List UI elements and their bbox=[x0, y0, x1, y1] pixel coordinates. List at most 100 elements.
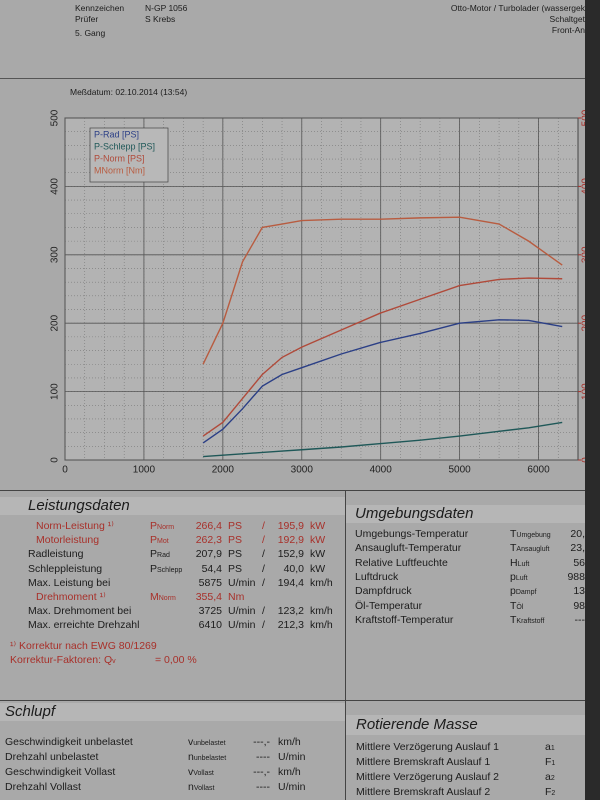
subscript: unbelastet bbox=[193, 755, 227, 762]
row-label: Geschwindigkeit unbelastet bbox=[5, 736, 133, 748]
section-title: Umgebungsdaten bbox=[355, 505, 474, 522]
row-symbol: PMot bbox=[150, 534, 169, 548]
row-separator: / bbox=[262, 562, 265, 575]
row-symbol: pLuft bbox=[510, 571, 528, 585]
row-separator: / bbox=[262, 605, 265, 618]
symbol: T bbox=[510, 599, 517, 612]
y-tick-label: 200 bbox=[50, 314, 61, 331]
row-label: Umgebungs-Temperatur bbox=[355, 528, 469, 540]
row-value: 23, bbox=[570, 542, 585, 555]
row-unit: km/h bbox=[278, 766, 301, 778]
legend-entry: P-Norm [PS] bbox=[94, 153, 145, 163]
row-value: 152,9 bbox=[277, 548, 304, 561]
row-label: Schleppleistung bbox=[28, 562, 103, 575]
divider bbox=[345, 490, 346, 800]
row-unit: km/h bbox=[310, 619, 333, 632]
row-separator: / bbox=[262, 520, 265, 532]
row-unit: U/min bbox=[228, 576, 256, 589]
row-symbol: TAnsaugluft bbox=[510, 542, 550, 556]
row-label: Drehzahl Vollast bbox=[5, 781, 81, 793]
subscript: Luft bbox=[517, 560, 530, 568]
row-separator: / bbox=[262, 619, 265, 632]
row-unit: Nm bbox=[228, 591, 245, 603]
y-tick-label: 400 bbox=[50, 178, 61, 195]
x-tick-label: 2000 bbox=[212, 465, 235, 476]
x-tick-label: 3000 bbox=[291, 465, 314, 476]
row-label: Dampfdruck bbox=[355, 585, 412, 598]
row-label: Max. erreichte Drehzahl bbox=[28, 619, 140, 632]
symbol: T bbox=[510, 542, 517, 555]
x-tick-label: 1000 bbox=[133, 465, 156, 476]
subscript: Norm bbox=[157, 524, 175, 531]
symbol: n bbox=[188, 751, 194, 763]
header-right: Otto-Motor / Turbolader (wassergek bbox=[450, 3, 585, 13]
row-symbol: PRad bbox=[150, 548, 170, 562]
symbol: a bbox=[545, 741, 551, 753]
symbol: F bbox=[545, 786, 552, 798]
row-label: Norm-Leistung ¹⁾ bbox=[36, 520, 114, 532]
field-value: N-GP 1056 bbox=[145, 3, 188, 13]
row-label: Ansaugluft-Temperatur bbox=[355, 542, 462, 555]
row-symbol: TKraftstoff bbox=[510, 614, 544, 628]
row-unit: kW bbox=[310, 562, 326, 575]
row-value: ---- bbox=[256, 781, 270, 793]
row-unit: PS bbox=[228, 548, 243, 561]
measure-date: Meßdatum: 02.10.2014 (13:54) bbox=[70, 87, 188, 97]
row-unit: PS bbox=[228, 562, 243, 575]
subscript: Umgebung bbox=[516, 532, 551, 539]
x-tick-label: 6000 bbox=[527, 465, 550, 476]
row-unit: U/min bbox=[228, 605, 256, 618]
row-value: 5875 bbox=[198, 576, 222, 589]
series-line bbox=[202, 277, 563, 437]
row-value: 355,4 bbox=[195, 591, 222, 603]
row-symbol: TUmgebung bbox=[510, 528, 551, 542]
row-separator: / bbox=[262, 576, 265, 589]
subscript: 2 bbox=[551, 790, 556, 797]
gear: 5. Gang bbox=[75, 28, 106, 38]
subscript: Öl bbox=[516, 603, 524, 611]
row-value: 194,4 bbox=[277, 576, 304, 589]
section-title: Rotierende Masse bbox=[356, 716, 478, 733]
subscript: Kraftstoff bbox=[516, 617, 545, 625]
row-value: 192,9 bbox=[277, 534, 304, 547]
row-label: Relative Luftfeuchte bbox=[355, 556, 448, 569]
row-unit: km/h bbox=[310, 605, 333, 618]
row-symbol: PNorm bbox=[150, 520, 174, 534]
row-value: 6410 bbox=[198, 619, 222, 632]
subscript: Rad bbox=[157, 552, 170, 560]
symbol: P bbox=[150, 548, 158, 561]
row-symbol: vunbelastet bbox=[188, 736, 226, 750]
row-label: Mittlere Bremskraft Auslauf 2 bbox=[356, 786, 491, 798]
symbol: n bbox=[188, 781, 194, 793]
env-header-bar bbox=[345, 505, 585, 523]
y2-tick-label: 0 bbox=[581, 457, 585, 463]
y-tick-label: 300 bbox=[50, 246, 61, 263]
legend-entry: P-Rad [PS] bbox=[94, 129, 139, 139]
y2-tick-label: 100 bbox=[581, 383, 585, 400]
section-title: Schlupf bbox=[5, 703, 56, 720]
symbol: v bbox=[188, 736, 194, 748]
row-symbol: pDampf bbox=[510, 585, 536, 599]
chart: 0 1000 2000 3000 4000 5000 6000010020030040050… bbox=[50, 109, 585, 476]
symbol: a bbox=[545, 771, 551, 783]
x-tick-label: 0 bbox=[62, 465, 68, 476]
row-value: 13 bbox=[573, 585, 585, 598]
row-label: Luftdruck bbox=[355, 570, 399, 583]
row-value: --- bbox=[574, 613, 586, 626]
row-value: 212,3 bbox=[277, 619, 304, 632]
subscript: 1 bbox=[550, 745, 555, 752]
y-tick-label: 0 bbox=[50, 457, 61, 463]
section-title: Leistungsdaten bbox=[28, 497, 130, 514]
field-label: Prüfer bbox=[75, 14, 99, 24]
legend-entry: P-Schlepp [PS] bbox=[94, 141, 155, 151]
note: ¹⁾ Korrektur nach EWG 80/1269 bbox=[10, 639, 157, 652]
field-value: S Krebs bbox=[145, 14, 176, 24]
row-value: 20, bbox=[570, 528, 585, 540]
row-unit: U/min bbox=[228, 619, 256, 632]
symbol: P bbox=[150, 562, 158, 575]
row-value: 3725 bbox=[198, 605, 222, 618]
subscript: Mot bbox=[157, 538, 169, 546]
row-unit: kW bbox=[310, 534, 326, 547]
rot-header-bar bbox=[345, 715, 585, 735]
row-unit: kW bbox=[310, 520, 326, 532]
